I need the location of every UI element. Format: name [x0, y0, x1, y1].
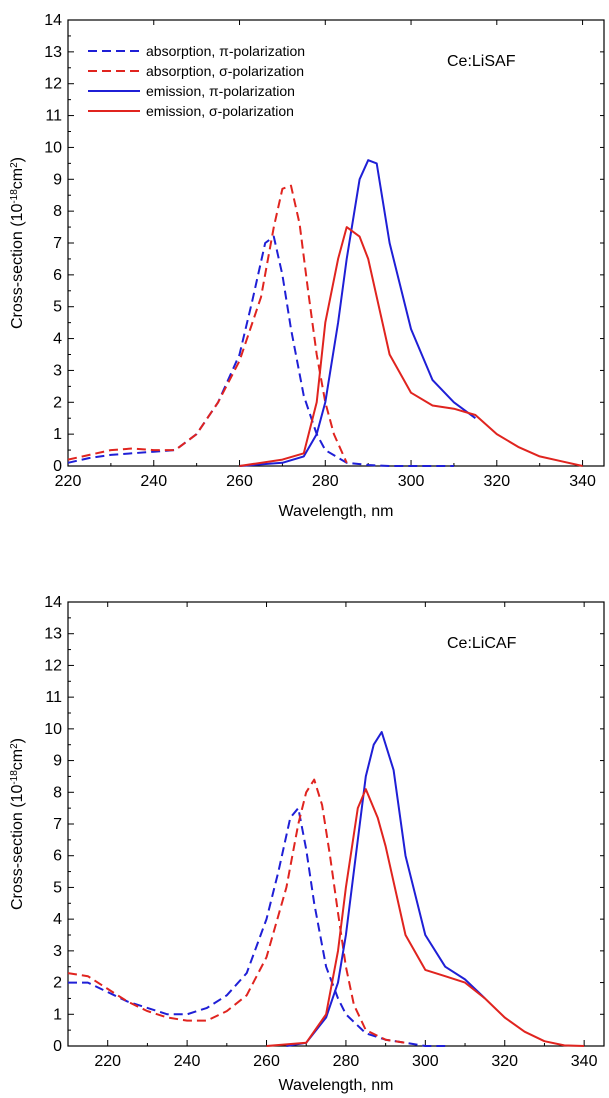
y-axis-title-part: )	[9, 738, 26, 743]
y-axis-title-part: 2	[9, 162, 20, 168]
y-axis-title-part: 2	[9, 743, 20, 749]
y-tick-label: 13	[44, 626, 62, 643]
legend: absorption, π-polarization absorption, σ-…	[88, 43, 305, 119]
series-line-emission-pi	[239, 159, 476, 467]
y-tick-label: 0	[53, 458, 62, 475]
x-tick-label: 320	[483, 473, 510, 490]
x-tick-label: 320	[491, 1053, 518, 1070]
x-tick-label: 260	[226, 473, 253, 490]
y-tick-label: 2	[53, 975, 62, 992]
y-tick-label: 14	[44, 12, 62, 29]
y-tick-label: 3	[53, 943, 62, 960]
x-tick-label: 340	[571, 1053, 598, 1070]
legend-entry-label: emission, σ-polarization	[146, 103, 294, 119]
y-tick-label: 6	[53, 848, 62, 865]
y-tick-label: 1	[53, 1006, 62, 1023]
y-axis-title-part: -18	[9, 770, 20, 785]
y-tick-label: 0	[53, 1038, 62, 1055]
y-tick-label: 8	[53, 203, 62, 220]
y-tick-label: 10	[44, 139, 62, 156]
y-tick-label: 10	[44, 721, 62, 738]
y-axis-title: Cross-section (10-18cm2)	[9, 738, 27, 910]
legend-entry-label: emission, π-polarization	[146, 83, 295, 99]
y-tick-label: 14	[44, 594, 62, 611]
y-tick-label: 9	[53, 171, 62, 188]
x-tick-label: 340	[569, 473, 596, 490]
legend-entry-label: absorption, σ-polarization	[146, 63, 304, 79]
y-tick-label: 11	[45, 689, 62, 706]
y-axis-title: Cross-section (10-18cm2)	[9, 157, 27, 329]
sample-annotation: Ce:LiSAF	[447, 53, 516, 70]
y-tick-label: 2	[53, 394, 62, 411]
y-tick-label: 4	[53, 331, 62, 348]
x-tick-label: 240	[140, 473, 167, 490]
x-tick-label: 260	[253, 1053, 280, 1070]
y-tick-label: 13	[44, 44, 62, 61]
y-tick-label: 4	[53, 911, 62, 928]
y-tick-label: 7	[53, 816, 62, 833]
y-tick-label: 9	[53, 753, 62, 770]
y-tick-label: 7	[53, 235, 62, 252]
series-line-absorption-sigma	[67, 778, 406, 1044]
x-axis-title: Wavelength, nm	[278, 503, 393, 520]
x-axis-title: Wavelength, nm	[278, 1077, 393, 1094]
sample-annotation: Ce:LiCAF	[447, 635, 517, 652]
x-tick-label: 220	[94, 1053, 121, 1070]
series-line-absorption-sigma	[67, 184, 348, 464]
y-tick-label: 6	[53, 267, 62, 284]
y-axis-title-part: -18	[9, 189, 20, 204]
y-tick-label: 1	[53, 426, 62, 443]
series-line-absorption-pi	[67, 235, 454, 467]
series-line-absorption-pi	[68, 807, 446, 1047]
y-axis-title-part: cm	[9, 749, 26, 770]
y-axis-title-part: Cross-section (10	[9, 785, 26, 910]
x-tick-label: 300	[398, 473, 425, 490]
x-tick-label: 240	[174, 1053, 201, 1070]
y-tick-label: 12	[44, 76, 62, 93]
y-tick-label: 11	[45, 108, 62, 125]
y-tick-label: 8	[53, 784, 62, 801]
series-line-emission-sigma	[266, 788, 585, 1047]
x-tick-label: 280	[333, 1053, 360, 1070]
y-tick-label: 3	[53, 362, 62, 379]
series-line-emission-pi	[286, 731, 486, 1047]
y-axis-title-part: cm	[9, 168, 26, 189]
y-axis-title-part: )	[9, 157, 26, 162]
x-tick-label: 220	[55, 473, 82, 490]
y-tick-label: 12	[44, 657, 62, 674]
x-tick-label: 300	[412, 1053, 439, 1070]
series-line-emission-sigma	[239, 226, 583, 467]
legend-entry-label: absorption, π-polarization	[146, 43, 305, 59]
x-tick-label: 280	[312, 473, 339, 490]
y-tick-label: 5	[53, 879, 62, 896]
y-tick-label: 5	[53, 299, 62, 316]
y-axis-title-part: Cross-section (10	[9, 204, 26, 329]
